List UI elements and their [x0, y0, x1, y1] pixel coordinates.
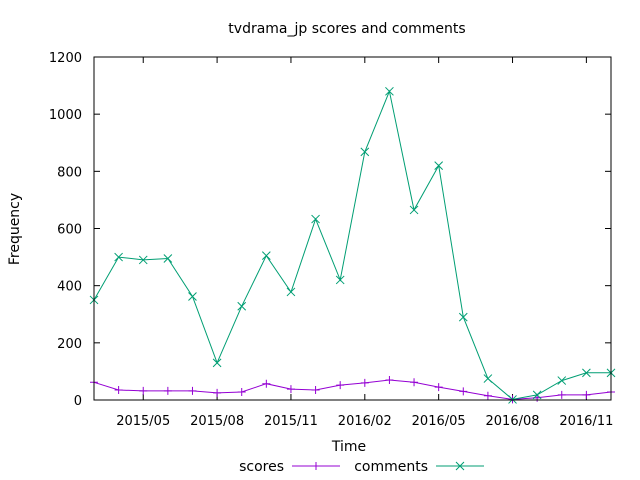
data-point-comments: [532, 390, 542, 400]
data-point-comments: [188, 292, 197, 301]
data-point-scores: [114, 385, 123, 394]
legend-marker-scores: [312, 462, 320, 470]
data-point-scores: [582, 390, 591, 399]
y-axis-ticks: 0 200 400 600 800 1000 1200: [49, 51, 611, 409]
data-point-scores: [336, 381, 345, 390]
x-tick-label: 2016/08: [486, 414, 540, 429]
data-point-comments: [434, 161, 444, 170]
data-point-comments: [212, 358, 222, 368]
y-tick-label: 600: [57, 223, 82, 238]
x-axis-label: Time: [331, 439, 366, 455]
data-point-comments: [458, 312, 468, 322]
data-point-scores: [483, 391, 492, 400]
series-line-scores: [93, 379, 612, 400]
legend-label-scores: scores: [239, 459, 284, 475]
data-point-scores: [213, 388, 222, 397]
data-point-comments: [138, 255, 148, 265]
x-tick-label: 2016/02: [338, 414, 392, 429]
legend-marker-comments: [455, 461, 465, 471]
y-axis-label: Frequency: [7, 193, 23, 265]
x-tick-label: 2015/05: [116, 414, 170, 429]
data-point-comments: [261, 251, 271, 261]
data-point-scores: [311, 385, 320, 394]
legend: scores comments: [239, 459, 484, 475]
data-point-scores: [163, 386, 172, 395]
data-point-scores: [188, 386, 197, 395]
data-point-comments: [286, 287, 296, 297]
y-tick-label: 0: [74, 394, 82, 409]
data-point-scores: [434, 383, 443, 392]
y-tick-label: 1200: [49, 51, 82, 66]
x-tick-label: 2015/08: [190, 414, 244, 429]
data-point-scores: [262, 379, 271, 388]
x-tick-label: 2015/11: [264, 414, 318, 429]
x-tick-label: 2016/11: [559, 414, 613, 429]
data-point-comments: [163, 254, 173, 263]
data-point-comments: [311, 214, 320, 224]
data-point-scores: [459, 387, 468, 396]
data-point-scores: [385, 375, 394, 384]
data-point-scores: [139, 386, 148, 395]
data-point-scores: [237, 387, 246, 396]
data-point-comments: [483, 374, 493, 383]
y-tick-label: 1000: [49, 108, 82, 123]
data-point-comments: [409, 205, 419, 215]
data-point-scores: [360, 378, 369, 387]
legend-label-comments: comments: [354, 459, 428, 475]
chart-title: tvdrama_jp scores and comments: [228, 21, 465, 37]
x-axis-ticks: 2015/05 2015/08 2015/11 2016/02 2016/05 2016/…: [116, 57, 613, 429]
y-tick-label: 200: [57, 337, 82, 352]
data-point-comments: [385, 86, 394, 96]
x-tick-label: 2016/05: [412, 414, 466, 429]
data-point-scores: [410, 378, 419, 387]
y-tick-label: 800: [57, 165, 82, 180]
plot-frame: [93, 56, 612, 401]
data-point-comments: [582, 368, 591, 378]
data-point-comments: [360, 147, 370, 157]
plot-series: [89, 86, 616, 404]
data-point-comments: [114, 252, 123, 262]
data-point-comments: [237, 301, 247, 311]
data-point-comments: [508, 395, 517, 404]
y-tick-label: 400: [57, 280, 82, 295]
data-point-scores: [557, 390, 566, 399]
series-comments: [89, 86, 616, 404]
data-point-comments: [557, 376, 567, 385]
data-point-comments: [335, 275, 345, 285]
data-point-scores: [286, 385, 295, 394]
series-line-comments: [93, 89, 611, 400]
series-scores: [90, 375, 615, 404]
